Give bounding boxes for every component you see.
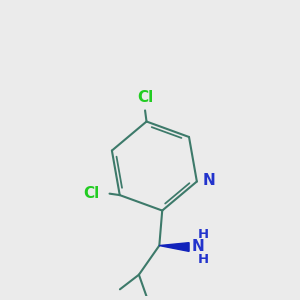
- Text: H: H: [198, 228, 209, 241]
- Polygon shape: [159, 243, 189, 251]
- Text: H: H: [198, 254, 209, 266]
- Text: N: N: [192, 239, 205, 254]
- Text: Cl: Cl: [137, 90, 153, 105]
- Text: Cl: Cl: [83, 186, 99, 201]
- Text: N: N: [203, 172, 215, 188]
